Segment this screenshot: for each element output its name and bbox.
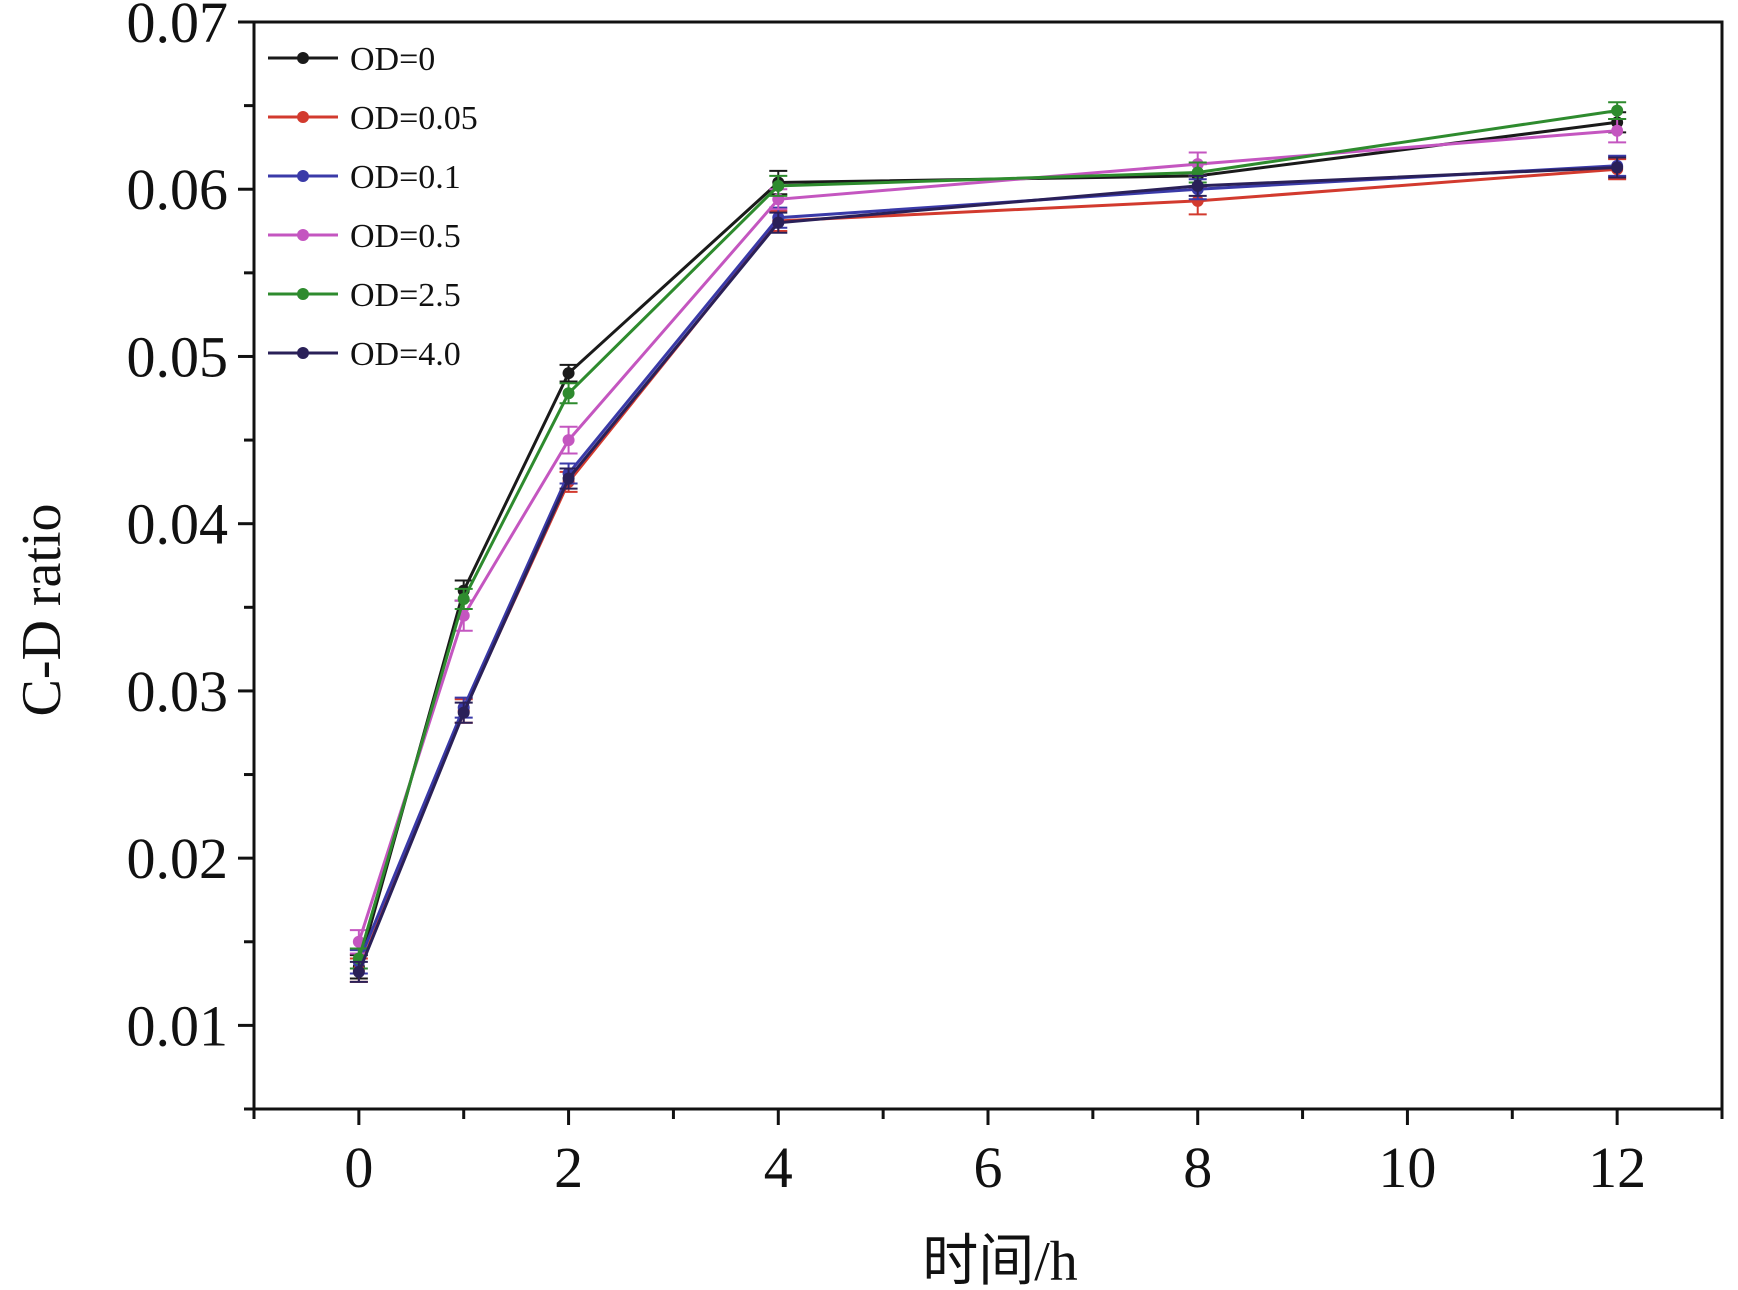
- series-line: [357, 164, 1618, 963]
- data-point: [1611, 104, 1624, 117]
- legend-label: OD=4.0: [350, 336, 461, 373]
- data-point: [562, 472, 575, 485]
- x-tick-label: 6: [974, 1135, 1003, 1200]
- data-point: [562, 387, 575, 400]
- legend-item: OD=0.5: [268, 218, 461, 255]
- y-tick-label: 0.05: [127, 324, 229, 389]
- data-point: [1191, 179, 1204, 192]
- y-tick-label: 0.02: [127, 826, 229, 891]
- legend-swatch-marker: [297, 52, 309, 64]
- series-line: [357, 120, 1618, 968]
- series-line: [357, 129, 1618, 943]
- legend-item: OD=4.0: [268, 336, 461, 373]
- data-point: [352, 965, 365, 978]
- series-OD=0: [349, 111, 1627, 980]
- data-point: [1611, 161, 1624, 174]
- legend-swatch-marker: [297, 229, 309, 241]
- legend-item: OD=0: [268, 41, 435, 78]
- data-point: [772, 216, 785, 229]
- legend-item: OD=0.05: [268, 100, 478, 137]
- legend-label: OD=0.05: [350, 100, 478, 137]
- legend-label: OD=0.5: [350, 218, 461, 255]
- legend-swatch-marker: [297, 170, 309, 182]
- legend-swatch-marker: [297, 111, 309, 123]
- series-line: [357, 166, 1618, 973]
- legend-label: OD=2.5: [350, 277, 461, 314]
- data-point: [1191, 194, 1204, 207]
- data-point: [457, 592, 470, 605]
- data-point: [457, 706, 470, 719]
- x-tick-label: 8: [1183, 1135, 1212, 1200]
- legend-item: OD=0.1: [268, 159, 461, 196]
- y-axis: 0.01 0.02 0.03 0.04 0.05 0.06 0.07: [127, 0, 254, 1111]
- x-axis-title: 时间/h: [922, 1231, 1078, 1290]
- series-OD=0.05: [349, 158, 1627, 983]
- y-tick-label: 0.06: [127, 157, 229, 222]
- data-point: [772, 179, 785, 192]
- series-line: [357, 167, 1618, 971]
- x-tick-label: 10: [1378, 1135, 1436, 1200]
- data-point: [562, 434, 575, 447]
- legend: OD=0 OD=0.05 OD=0.1 OD=0.5 OD=2.5 OD=4.0: [268, 41, 478, 373]
- x-tick-label: 4: [764, 1135, 793, 1200]
- series-OD=0.5: [349, 117, 1627, 955]
- x-axis: 0 2 4 6 8 10 12: [252, 1109, 1724, 1200]
- y-tick-label: 0.04: [127, 492, 229, 557]
- x-tick-label: 0: [344, 1135, 373, 1200]
- data-point: [562, 367, 575, 380]
- series-OD=4.0: [349, 156, 1627, 983]
- legend-swatch-marker: [297, 288, 309, 300]
- y-axis-title: C-D ratio: [11, 503, 73, 716]
- legend-swatch-marker: [297, 347, 309, 359]
- x-tick-label: 12: [1588, 1135, 1646, 1200]
- legend-item: OD=2.5: [268, 277, 461, 314]
- x-tick-label: 2: [554, 1135, 583, 1200]
- series-layer: [349, 101, 1627, 983]
- data-point: [1611, 124, 1624, 137]
- legend-label: OD=0.1: [350, 159, 461, 196]
- y-tick-label: 0.03: [127, 659, 229, 724]
- series-line: [357, 109, 1618, 959]
- legend-label: OD=0: [350, 41, 435, 78]
- series-OD=0.1: [349, 154, 1627, 975]
- y-tick-label: 0.07: [127, 0, 229, 55]
- y-tick-label: 0.01: [127, 993, 229, 1058]
